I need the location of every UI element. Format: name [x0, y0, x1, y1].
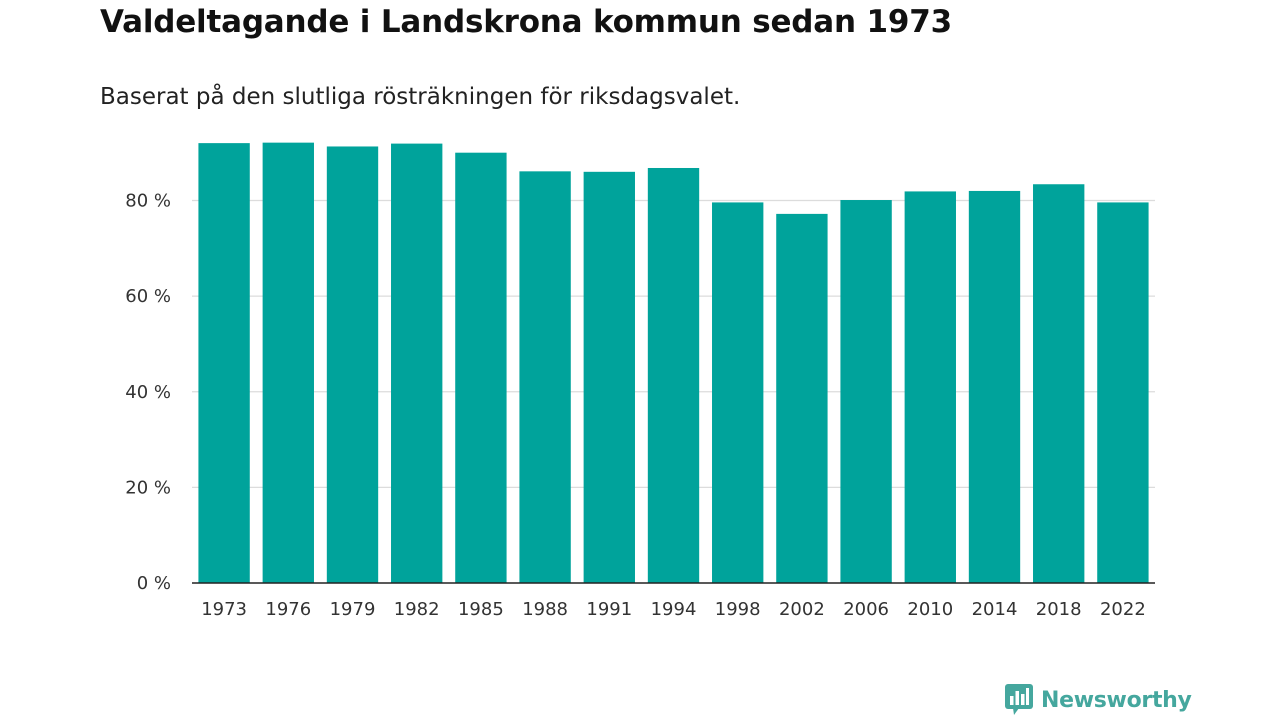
y-tick-label: 60 % [125, 286, 171, 307]
bar-1994 [647, 167, 700, 584]
bar-2022 [1097, 202, 1149, 583]
y-tick-labels: 0 % 20 % 40 % 60 % 80 % [125, 191, 171, 595]
y-tick-label: 0 % [137, 573, 171, 594]
x-tick-label: 1979 [330, 599, 376, 620]
x-tick-label: 2010 [907, 599, 953, 620]
bar-chart-speech-bubble-icon [1005, 684, 1033, 715]
x-tick-label: 1994 [651, 599, 697, 620]
x-tick-label: 1976 [265, 599, 311, 620]
bars [198, 142, 1149, 584]
x-tick-label: 2006 [843, 599, 889, 620]
x-tick-label: 2002 [779, 599, 825, 620]
bar-1991 [583, 171, 635, 583]
chart-subtitle: Baserat på den slutliga rösträkningen fö… [100, 84, 741, 110]
x-tick-label: 2018 [1036, 599, 1082, 620]
x-tick-label: 2014 [972, 599, 1018, 620]
bar-1979 [326, 146, 379, 584]
brand-name: Newsworthy [1041, 687, 1192, 713]
y-tick-label: 20 % [125, 477, 171, 498]
bar-2010 [904, 191, 956, 583]
bar-1976 [262, 142, 314, 583]
bar-1982 [391, 143, 443, 583]
x-tick-label: 1988 [522, 599, 568, 620]
brand-logo: Newsworthy [1005, 684, 1192, 716]
bar-2002 [776, 213, 828, 583]
chart-title: Valdeltagande i Landskrona kommun sedan … [100, 4, 952, 40]
bar-2006 [840, 200, 892, 583]
x-tick-label: 1998 [715, 599, 761, 620]
x-tick-label: 1985 [458, 599, 504, 620]
x-tick-labels: 1973 1976 1979 1982 1985 1988 1991 1994 1998 2002… [201, 599, 1146, 620]
bar-1973 [198, 143, 250, 583]
bar-2014 [968, 190, 1021, 583]
x-tick-label: 2022 [1100, 599, 1146, 620]
y-tick-label: 40 % [125, 382, 171, 403]
bar-2018 [1033, 184, 1085, 583]
x-tick-label: 1982 [394, 599, 440, 620]
bar-1985 [455, 152, 507, 583]
x-tick-label: 1973 [201, 599, 247, 620]
bar-1998 [712, 202, 764, 583]
bar-1988 [519, 171, 571, 583]
y-tick-label: 80 % [125, 191, 171, 212]
x-tick-label: 1991 [586, 599, 632, 620]
